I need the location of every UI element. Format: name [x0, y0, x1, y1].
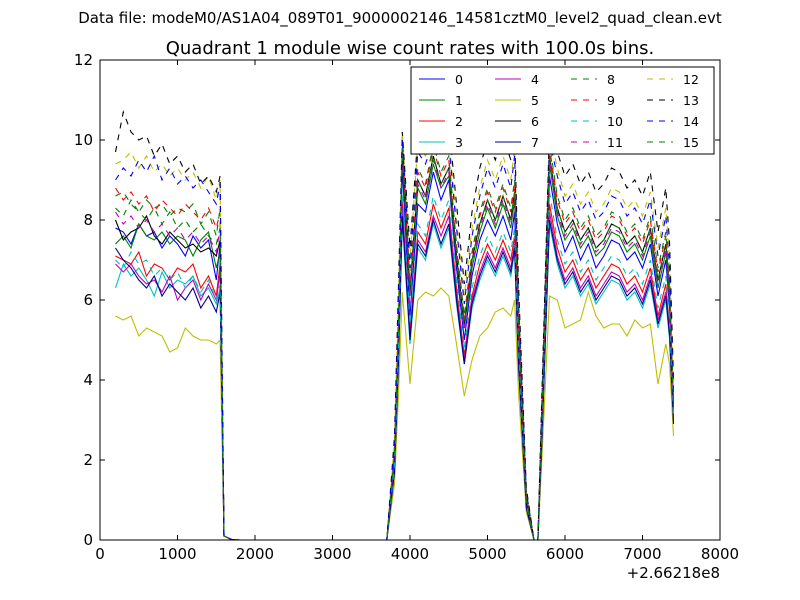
legend-label-11: 11	[607, 135, 623, 150]
legend-label-0: 0	[455, 72, 463, 87]
x-tick-label: 3000	[313, 545, 351, 563]
legend-box	[410, 66, 715, 155]
axis-ticks: 0 1000 2000 3000 4000 5000 6000 7000 80000246810…	[74, 51, 739, 563]
data-file-suptitle: Data file: modeM0/AS1A04_089T01_90000021…	[78, 9, 722, 27]
x-tick-label: 7000	[623, 545, 661, 563]
x-tick-label: 2000	[236, 545, 274, 563]
series-line-3	[114, 219, 675, 540]
y-tick-label: 2	[83, 451, 93, 469]
legend-label-9: 9	[607, 93, 615, 108]
legend-label-3: 3	[455, 135, 463, 150]
x-tick-label: 0	[95, 545, 105, 563]
legend-label-2: 2	[455, 114, 463, 129]
y-tick-label: 12	[74, 51, 93, 69]
x-tick-label: 5000	[468, 545, 506, 563]
x-tick-label: 1000	[158, 545, 196, 563]
series-layer	[114, 110, 675, 540]
x-tick-label: 8000	[701, 545, 739, 563]
legend-label-10: 10	[607, 114, 623, 129]
legend-label-5: 5	[531, 93, 539, 108]
y-tick-label: 6	[83, 291, 93, 309]
legend-label-15: 15	[683, 135, 699, 150]
legend-label-6: 6	[531, 114, 539, 129]
series-line-14	[115, 138, 675, 540]
series-line-10	[115, 187, 675, 540]
legend-label-7: 7	[531, 135, 539, 150]
x-tick-label: 6000	[546, 545, 584, 563]
series-line-12	[115, 130, 675, 540]
series-line-8	[115, 135, 675, 540]
series-line-5	[115, 287, 675, 540]
x-tick-label: 4000	[391, 545, 429, 563]
series-line-7	[115, 215, 675, 540]
y-tick-label: 4	[83, 371, 93, 389]
legend-label-14: 14	[683, 114, 699, 129]
legend-label-4: 4	[531, 72, 539, 87]
legend-label-12: 12	[683, 72, 699, 87]
x-axis-offset-label: +2.66218e8	[627, 564, 720, 582]
legend-label-8: 8	[607, 72, 615, 87]
y-tick-label: 0	[83, 531, 93, 549]
y-tick-label: 8	[83, 211, 93, 229]
chart-title: Quadrant 1 module wise count rates with …	[166, 38, 655, 59]
series-line-4	[115, 207, 675, 540]
legend-label-13: 13	[683, 93, 699, 108]
legend-label-1: 1	[455, 93, 463, 108]
y-tick-label: 10	[74, 131, 93, 149]
